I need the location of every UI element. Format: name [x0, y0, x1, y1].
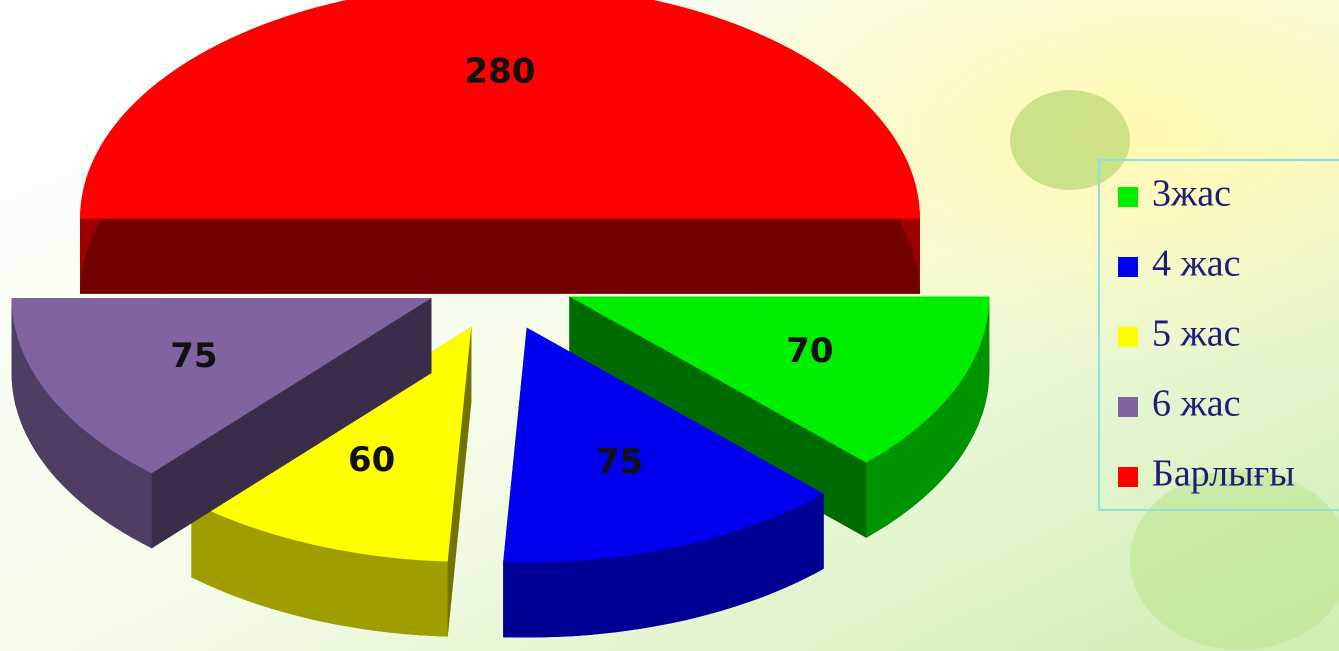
slice-side: [500, 218, 920, 294]
data-label: 280: [465, 52, 536, 92]
pie-slice: [503, 327, 824, 563]
data-label: 75: [596, 442, 643, 482]
slice-side: [80, 218, 500, 294]
legend-label: 6 жас: [1152, 383, 1241, 425]
slice-wall: [191, 502, 448, 637]
pie-slice: [11, 298, 432, 474]
legend-label: 3жас: [1152, 173, 1231, 215]
legend-swatch: [1118, 327, 1138, 347]
legend-box: [1098, 159, 1339, 511]
slice-wall: [11, 298, 152, 549]
legend-swatch: [1118, 467, 1138, 487]
decor-leaf: [1010, 90, 1130, 190]
data-label: 75: [170, 336, 217, 376]
slice-wall: [866, 296, 990, 538]
decor-bush: [1130, 470, 1339, 650]
legend-swatch: [1118, 187, 1138, 207]
legend-label: 4 жас: [1152, 243, 1241, 285]
data-label: 70: [786, 331, 833, 371]
pie-slice: [569, 296, 990, 463]
pie-slice: [80, 0, 920, 219]
legend-label: Барлығы: [1152, 453, 1295, 495]
slice-wall: [503, 493, 824, 638]
legend-label: 5 жас: [1152, 313, 1241, 355]
data-label: 60: [348, 440, 395, 480]
legend-swatch: [1118, 257, 1138, 277]
legend-swatch: [1118, 397, 1138, 417]
